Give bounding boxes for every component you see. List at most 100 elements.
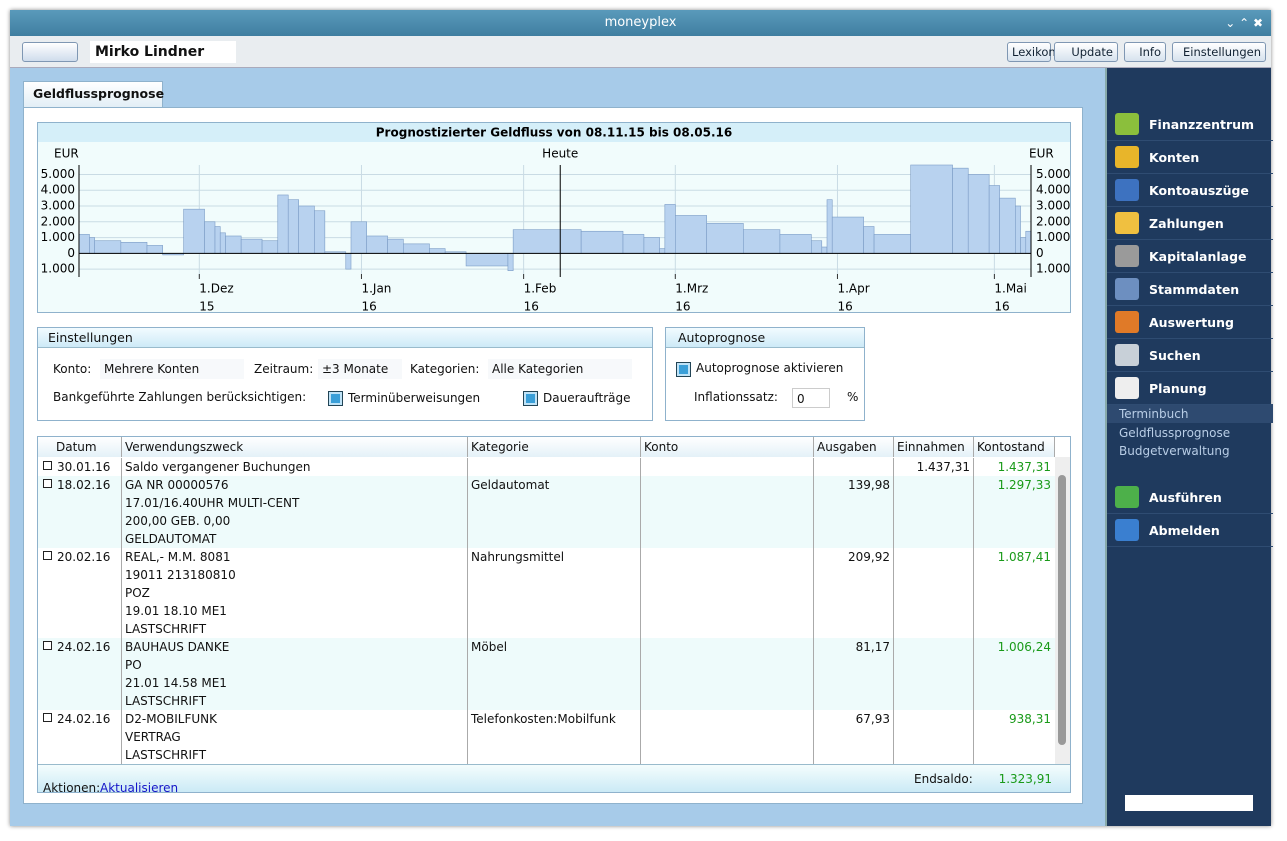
sidebar-icon xyxy=(1115,278,1139,300)
step-segment xyxy=(183,208,205,254)
purpose-line: 19.01 18.10 ME1 xyxy=(125,604,227,618)
cell-border xyxy=(640,638,641,710)
step-segment xyxy=(664,204,676,254)
sidebar-item[interactable]: Suchen xyxy=(1107,339,1273,372)
x-tick-sublabel: 16 xyxy=(524,300,539,313)
sidebar-item[interactable]: Konten xyxy=(1107,141,1273,174)
x-tick-label: 1.Jan xyxy=(361,282,391,296)
chart-title-bar xyxy=(38,123,1070,142)
step-segment xyxy=(240,238,263,254)
sidebar-item[interactable]: Zahlungen xyxy=(1107,207,1273,240)
cell-border xyxy=(973,458,974,476)
cell-border xyxy=(893,548,894,638)
y-tick-label: 2.000 xyxy=(41,214,75,228)
konto-field[interactable]: Mehrere Konten xyxy=(100,359,244,379)
sidebar-icon xyxy=(1115,146,1139,168)
table-row: 20.02.16 REAL,- M.M. 8081 19011 213180810 P… xyxy=(38,548,1055,638)
column-header: Kontostand xyxy=(974,437,1055,457)
step-segment xyxy=(94,240,122,254)
nav-buttons[interactable] xyxy=(22,42,78,62)
purpose-line: LASTSCHRIFT xyxy=(125,622,207,636)
toolbar-button[interactable]: Einstellungen xyxy=(1172,42,1266,62)
step-segment xyxy=(214,226,221,254)
column-header: Datum xyxy=(38,437,122,457)
today-label: Heute xyxy=(542,147,578,161)
sidebar-icon xyxy=(1115,113,1139,135)
step-segment xyxy=(387,238,404,254)
sidebar-item[interactable]: Stammdaten xyxy=(1107,273,1273,306)
step-segment xyxy=(743,229,781,254)
sidebar-subitem[interactable]: Geldflussprognose xyxy=(1119,425,1231,440)
purpose-line: VERTRAG xyxy=(125,730,181,744)
sidebar-icon xyxy=(1115,377,1139,399)
search-box[interactable] xyxy=(1125,795,1253,811)
purpose-line: PO xyxy=(125,658,142,672)
sidebar-item[interactable]: Abmelden xyxy=(1107,514,1273,547)
sidebar-item[interactable]: Auswertung xyxy=(1107,306,1273,339)
unit: % xyxy=(847,390,859,404)
cell-border xyxy=(973,476,974,548)
x-tick-sublabel: 16 xyxy=(837,300,852,313)
scrollbar[interactable] xyxy=(1055,457,1070,764)
step-segment xyxy=(952,167,969,254)
checkbox-label: Terminüberweisungen xyxy=(348,391,481,405)
column-header: Ausgaben xyxy=(814,437,894,457)
user-field[interactable]: Mirko Lindner xyxy=(90,41,236,63)
row-checkbox[interactable] xyxy=(43,641,52,650)
cell-border xyxy=(973,638,974,710)
step-segment xyxy=(706,223,744,254)
row-checkbox[interactable] xyxy=(43,461,52,470)
step-segment xyxy=(89,237,95,254)
step-segment xyxy=(219,232,226,254)
row-checkbox[interactable] xyxy=(43,713,52,722)
toolbar-button[interactable]: Info xyxy=(1124,42,1166,62)
step-segment xyxy=(779,234,812,254)
step-segment xyxy=(366,235,388,254)
step-segment xyxy=(580,230,624,254)
sidebar-icon xyxy=(1115,179,1139,201)
sidebar-subitem[interactable]: Budgetverwaltung xyxy=(1119,444,1230,458)
x-tick-label: 1.Dez xyxy=(199,282,233,296)
y2-tick-label: 1.000 xyxy=(1036,230,1070,244)
checkbox[interactable] xyxy=(328,391,343,406)
in: 1.437,31 xyxy=(916,460,970,474)
end-value: 1.323,91 xyxy=(998,772,1052,786)
sidebar-subitem[interactable]: Terminbuch xyxy=(1107,405,1273,423)
sidebar-item[interactable]: Finanzzentrum xyxy=(1107,108,1273,141)
cell-border xyxy=(640,710,641,764)
checkbox-label: Autoprognose aktivieren xyxy=(696,361,844,375)
scroll-thumb[interactable] xyxy=(1058,475,1066,745)
row-checkbox[interactable] xyxy=(43,479,52,488)
sidebar-item[interactable]: Planung xyxy=(1107,372,1273,405)
checkbox[interactable] xyxy=(676,362,691,377)
sidebar-item[interactable]: Kontoauszüge xyxy=(1107,174,1273,207)
cell-border xyxy=(121,476,122,548)
sidebar-item[interactable]: Kapitalanlage xyxy=(1107,240,1273,273)
step-segment xyxy=(314,210,326,254)
kategorien-field[interactable]: Alle Kategorien xyxy=(488,359,632,379)
step-segment xyxy=(1025,230,1032,254)
cell-border xyxy=(813,476,814,548)
toolbar-button[interactable]: Lexikon xyxy=(1007,42,1056,62)
label: Aktionen: xyxy=(43,781,101,795)
window-controls[interactable]: ⌄ ⌃ ✖ xyxy=(1225,16,1263,30)
purpose-line: 17.01/16.40UHR MULTI-CENT xyxy=(125,496,300,510)
x-tick-sublabel: 16 xyxy=(994,300,1009,313)
x-tick-label: 1.Feb xyxy=(524,282,557,296)
step-segment xyxy=(507,253,514,271)
step-segment xyxy=(863,226,875,254)
sidebar-item[interactable]: Ausführen xyxy=(1107,481,1273,514)
step-segment xyxy=(277,194,289,254)
checkbox[interactable] xyxy=(523,391,538,406)
inflation-field[interactable]: 0 xyxy=(792,388,830,408)
step-segment xyxy=(988,185,1000,254)
action-link[interactable]: Aktualisieren xyxy=(100,781,179,795)
sidebar-icon xyxy=(1115,344,1139,366)
row-checkbox[interactable] xyxy=(43,551,52,560)
toolbar-button[interactable]: Update xyxy=(1054,42,1118,62)
step-segment xyxy=(967,174,990,254)
zeitraum-field[interactable]: ±3 Monate xyxy=(318,359,402,379)
y-tick-label: 4.000 xyxy=(41,183,75,197)
tab[interactable]: Geldflussprognose xyxy=(23,81,164,107)
